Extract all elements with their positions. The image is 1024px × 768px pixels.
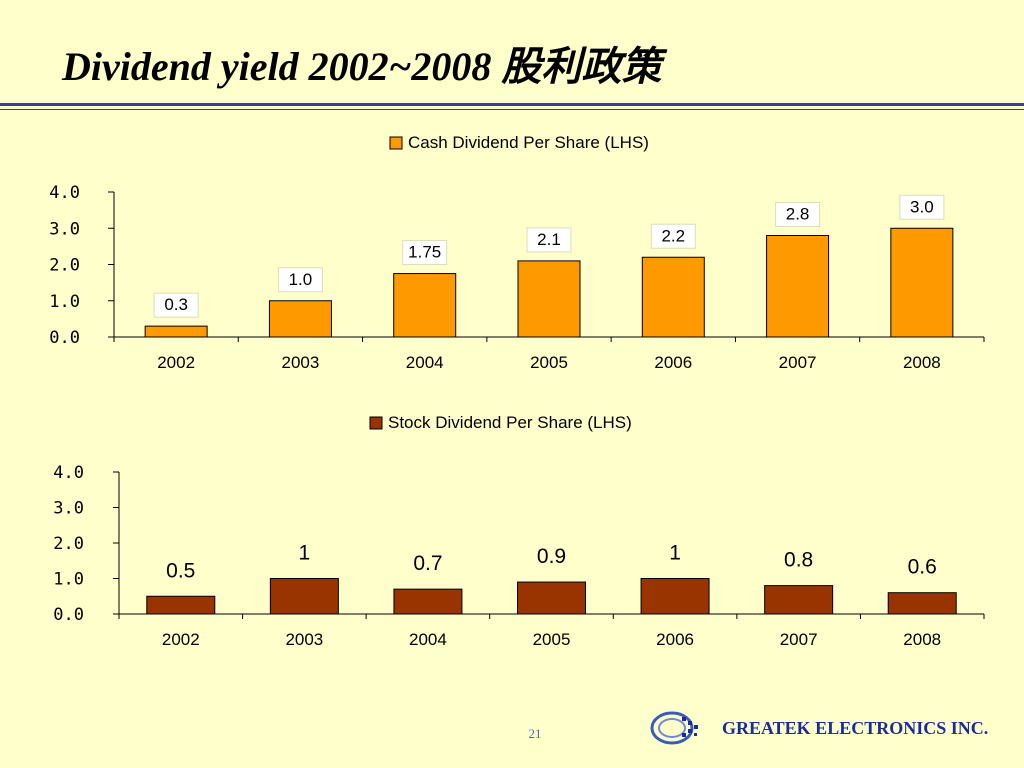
y-tick-label: 2.0 <box>49 256 80 276</box>
bar-2005 <box>517 581 586 615</box>
legend-swatch <box>369 416 383 430</box>
company-logo-icon <box>650 711 698 745</box>
y-tick-label: 2.0 <box>53 534 84 554</box>
legend-label: Stock Dividend Per Share (LHS) <box>388 413 632 432</box>
data-label: 0.9 <box>537 545 566 568</box>
data-label: 1.75 <box>408 243 441 262</box>
bar-2006 <box>640 578 710 615</box>
x-tick-label: 2002 <box>162 630 200 649</box>
data-label-box <box>277 267 323 293</box>
y-tick-label: 3.0 <box>49 219 80 239</box>
x-tick-label: 2005 <box>530 353 568 372</box>
data-label: 1.0 <box>289 270 313 289</box>
data-label: 0.3 <box>164 295 188 314</box>
bar-2007 <box>766 235 830 338</box>
data-label-box <box>526 227 572 253</box>
y-tick-label: 3.0 <box>53 499 84 519</box>
x-tick-label: 2008 <box>903 630 941 649</box>
title-divider-thin <box>0 109 1024 110</box>
page-title: Dividend yield 2002~2008 股利政策 <box>62 44 662 89</box>
bar-2008 <box>887 592 957 615</box>
data-label: 0.7 <box>413 552 442 575</box>
bar-2002 <box>146 595 216 615</box>
bar-2008 <box>890 227 954 338</box>
page-number: 21 <box>528 726 542 741</box>
y-tick-label: 0.0 <box>53 605 84 625</box>
y-tick-label: 0.0 <box>49 328 80 348</box>
y-tick-label: 1.0 <box>49 292 80 312</box>
bar-2004 <box>393 588 463 615</box>
bar-2005 <box>517 260 581 338</box>
bar-2003 <box>269 578 339 615</box>
bar-2003 <box>268 300 332 338</box>
x-tick-label: 2006 <box>654 353 692 372</box>
x-tick-label: 2005 <box>533 630 571 649</box>
stock-dividend-chart: Stock Dividend Per Share (LHS) 0.0 1.0 2.0 3… <box>53 413 985 649</box>
title-divider <box>0 103 1024 106</box>
bar-2007 <box>764 585 834 615</box>
data-label: 0.5 <box>166 559 195 582</box>
x-tick-label: 2007 <box>779 353 817 372</box>
data-label-box <box>402 240 448 266</box>
x-tick-label: 2002 <box>157 353 195 372</box>
data-label: 0.8 <box>784 549 813 572</box>
data-label: 3.0 <box>910 197 934 216</box>
data-label-box <box>153 292 199 318</box>
x-tick-label: 2003 <box>285 630 323 649</box>
data-label: 2.8 <box>786 205 810 224</box>
x-tick-label: 2008 <box>903 353 941 372</box>
data-label: 0.6 <box>908 556 937 579</box>
x-tick-label: 2003 <box>282 353 320 372</box>
x-tick-label: 2004 <box>406 353 444 372</box>
data-label-box <box>775 202 821 227</box>
data-label-box <box>650 223 696 249</box>
legend-swatch <box>389 136 403 150</box>
y-tick-label: 4.0 <box>49 183 80 203</box>
cash-dividend-chart: Cash Dividend Per Share (LHS) 0.0 1.0 2.0 3.… <box>49 133 985 372</box>
legend-label: Cash Dividend Per Share (LHS) <box>408 133 649 152</box>
data-label: 1 <box>299 542 311 565</box>
bar-2002 <box>144 325 208 338</box>
bar-2004 <box>393 273 457 338</box>
data-label: 1 <box>669 542 681 565</box>
y-tick-label: 1.0 <box>53 570 84 590</box>
x-tick-label: 2007 <box>780 630 818 649</box>
x-tick-label: 2006 <box>656 630 694 649</box>
bar-2006 <box>641 256 705 338</box>
y-tick-label: 4.0 <box>53 463 84 483</box>
data-label: 2.1 <box>537 230 561 249</box>
company-name: GREATEK ELECTRONICS INC. <box>722 718 989 738</box>
data-label: 2.2 <box>661 226 685 245</box>
data-label-box <box>899 194 945 220</box>
x-tick-label: 2004 <box>409 630 447 649</box>
